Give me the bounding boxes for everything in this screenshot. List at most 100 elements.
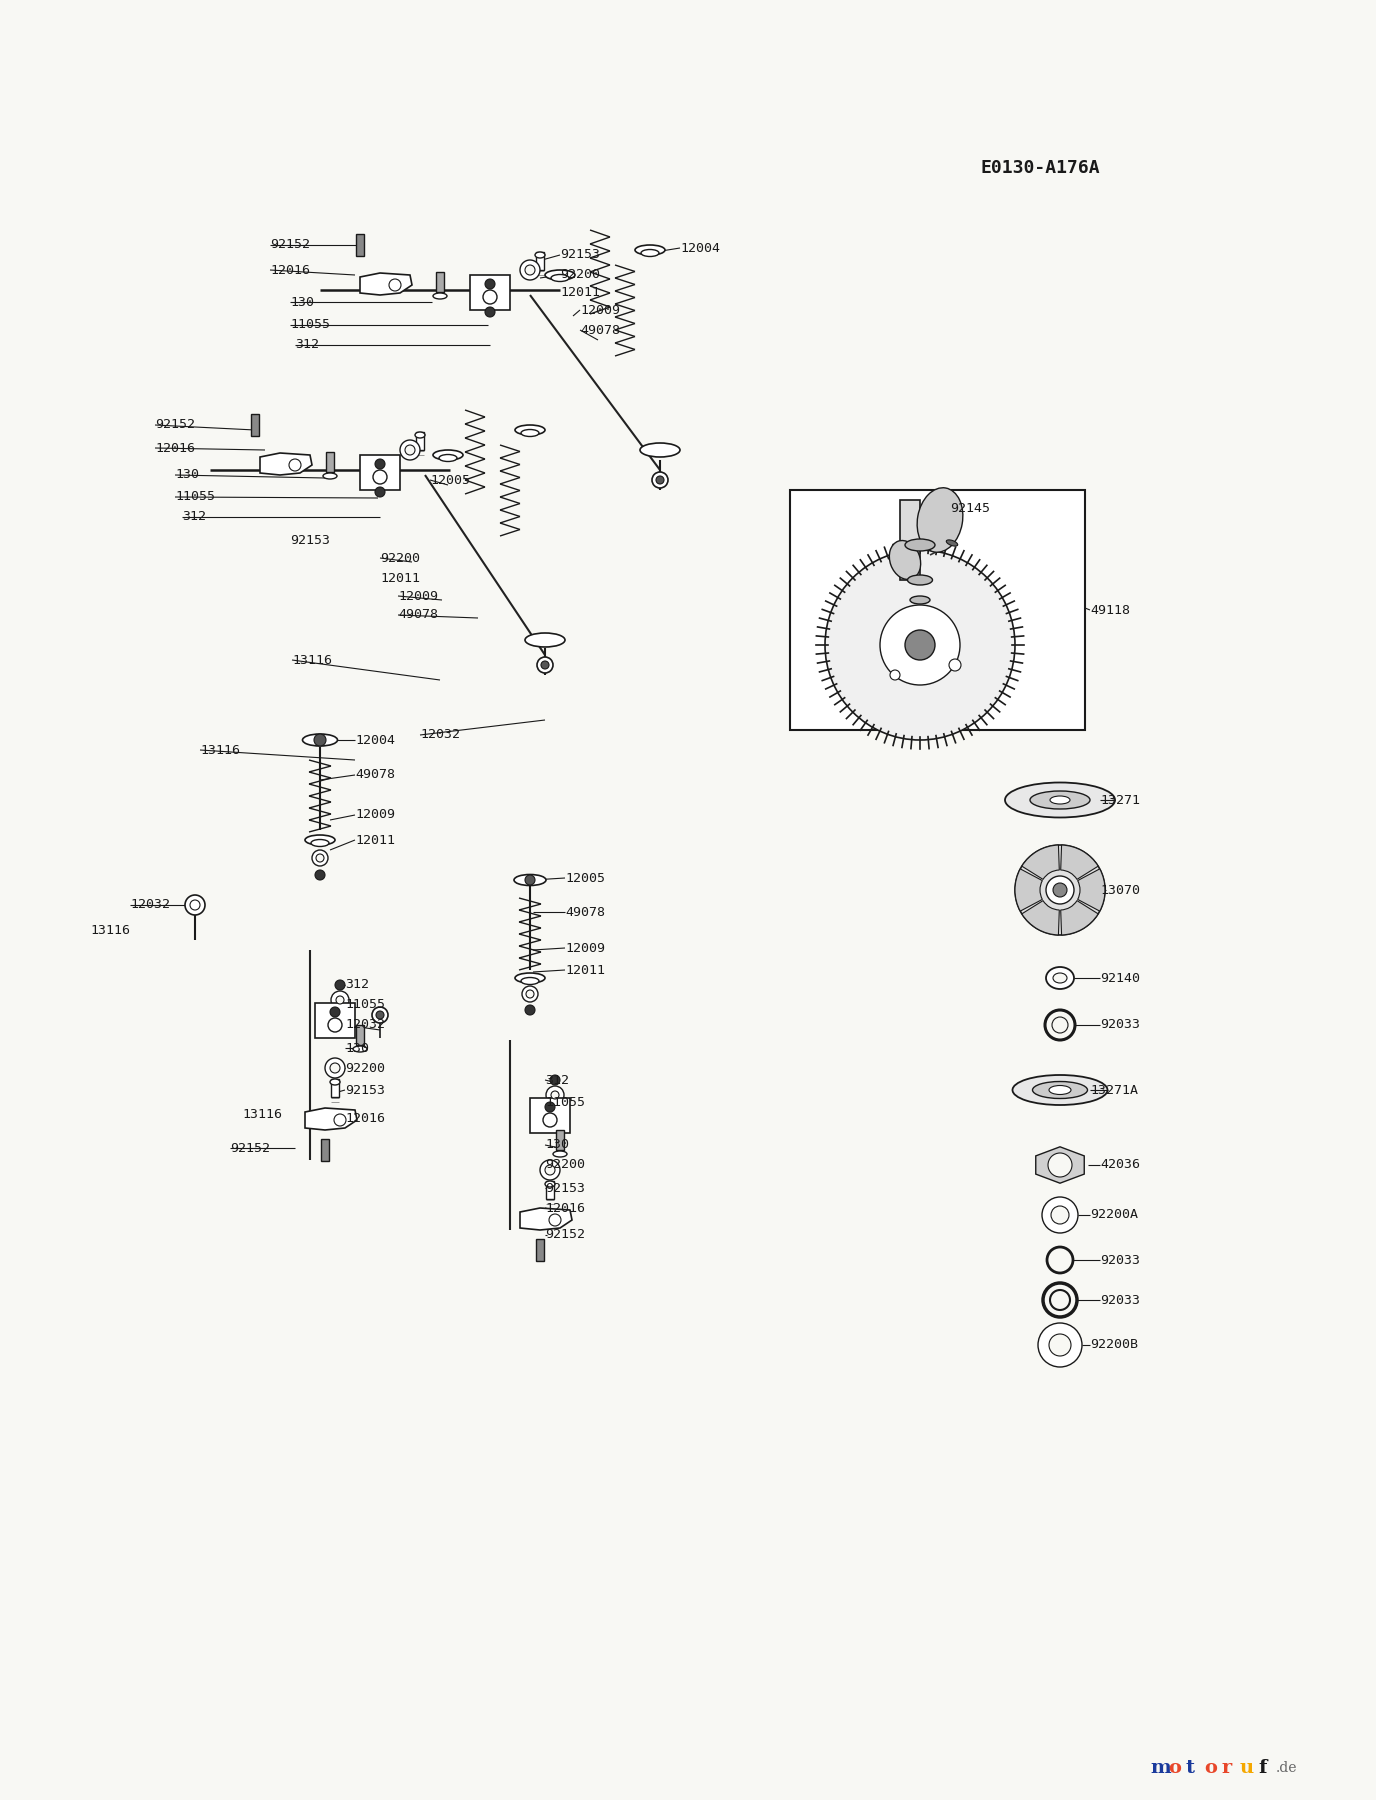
Text: o: o bbox=[1168, 1759, 1181, 1777]
Ellipse shape bbox=[433, 450, 462, 461]
Circle shape bbox=[1050, 1291, 1071, 1310]
Bar bbox=[436, 272, 444, 292]
Circle shape bbox=[1046, 877, 1075, 904]
Text: 130: 130 bbox=[290, 295, 314, 308]
Text: 49078: 49078 bbox=[355, 769, 395, 781]
Text: 12016: 12016 bbox=[270, 263, 310, 277]
Bar bbox=[326, 452, 334, 472]
Circle shape bbox=[652, 472, 667, 488]
Text: 13116: 13116 bbox=[292, 653, 332, 666]
Ellipse shape bbox=[515, 875, 546, 886]
Text: 49118: 49118 bbox=[1090, 603, 1130, 616]
Circle shape bbox=[314, 734, 326, 745]
Ellipse shape bbox=[550, 274, 570, 281]
Text: 12032: 12032 bbox=[345, 1019, 385, 1031]
Text: o: o bbox=[1204, 1759, 1216, 1777]
Ellipse shape bbox=[515, 974, 545, 983]
Circle shape bbox=[376, 488, 385, 497]
Bar bbox=[416, 432, 424, 450]
Text: 92033: 92033 bbox=[1099, 1253, 1139, 1267]
Text: 92152: 92152 bbox=[155, 419, 195, 432]
Wedge shape bbox=[1015, 869, 1043, 911]
Circle shape bbox=[405, 445, 416, 455]
Text: 92200A: 92200A bbox=[1090, 1208, 1138, 1222]
Text: 92140: 92140 bbox=[1099, 972, 1139, 985]
Ellipse shape bbox=[439, 454, 457, 461]
Text: 92033: 92033 bbox=[1099, 1019, 1139, 1031]
Ellipse shape bbox=[918, 488, 963, 553]
Ellipse shape bbox=[634, 245, 665, 256]
Circle shape bbox=[539, 1159, 560, 1181]
Ellipse shape bbox=[640, 443, 680, 457]
Circle shape bbox=[334, 979, 345, 990]
Circle shape bbox=[289, 459, 301, 472]
Circle shape bbox=[526, 265, 535, 275]
Circle shape bbox=[526, 990, 534, 997]
Circle shape bbox=[541, 661, 549, 670]
Text: E0130-A176A: E0130-A176A bbox=[980, 158, 1099, 176]
Circle shape bbox=[550, 1075, 560, 1085]
Ellipse shape bbox=[311, 839, 329, 846]
Text: 49078: 49078 bbox=[581, 324, 621, 337]
Circle shape bbox=[1015, 844, 1105, 934]
Circle shape bbox=[483, 290, 497, 304]
Wedge shape bbox=[1061, 844, 1098, 880]
Text: 92152: 92152 bbox=[230, 1141, 270, 1154]
Ellipse shape bbox=[1046, 967, 1075, 988]
Text: 92145: 92145 bbox=[949, 502, 989, 515]
Text: 130: 130 bbox=[175, 468, 200, 481]
Text: 12011: 12011 bbox=[560, 286, 600, 299]
Wedge shape bbox=[1077, 869, 1105, 911]
Text: 12011: 12011 bbox=[355, 833, 395, 846]
Circle shape bbox=[1051, 1206, 1069, 1224]
Bar bbox=[537, 1238, 544, 1262]
Text: u: u bbox=[1240, 1759, 1254, 1777]
Circle shape bbox=[1049, 1334, 1071, 1355]
Ellipse shape bbox=[354, 1046, 367, 1051]
Circle shape bbox=[316, 853, 323, 862]
Circle shape bbox=[1047, 1247, 1073, 1273]
Text: 12009: 12009 bbox=[355, 808, 395, 821]
Text: 12016: 12016 bbox=[345, 1111, 385, 1125]
Bar bbox=[356, 234, 365, 256]
Text: 312: 312 bbox=[545, 1073, 570, 1087]
Circle shape bbox=[330, 1006, 340, 1017]
Text: 92200: 92200 bbox=[560, 268, 600, 281]
Text: t: t bbox=[1186, 1759, 1194, 1777]
Ellipse shape bbox=[905, 538, 936, 551]
Text: 92200B: 92200B bbox=[1090, 1339, 1138, 1352]
Ellipse shape bbox=[889, 540, 921, 580]
Ellipse shape bbox=[545, 1181, 555, 1186]
Text: 12009: 12009 bbox=[398, 590, 438, 603]
Bar bbox=[537, 252, 544, 270]
Text: 12016: 12016 bbox=[155, 441, 195, 454]
Text: 12004: 12004 bbox=[680, 241, 720, 254]
Polygon shape bbox=[361, 274, 411, 295]
Circle shape bbox=[332, 992, 350, 1010]
Ellipse shape bbox=[416, 432, 425, 437]
Bar bbox=[790, 490, 1086, 731]
Polygon shape bbox=[1036, 1147, 1084, 1183]
Bar bbox=[546, 1181, 555, 1199]
Circle shape bbox=[376, 1012, 384, 1019]
Ellipse shape bbox=[1032, 1082, 1087, 1098]
Ellipse shape bbox=[553, 1150, 567, 1157]
Text: 312: 312 bbox=[294, 338, 319, 351]
Text: m: m bbox=[1150, 1759, 1171, 1777]
Bar bbox=[315, 1003, 355, 1037]
Text: 92200: 92200 bbox=[345, 1062, 385, 1075]
Bar bbox=[900, 500, 921, 580]
Bar bbox=[321, 1139, 329, 1161]
Circle shape bbox=[526, 875, 535, 886]
Circle shape bbox=[330, 1064, 340, 1073]
Text: 92200: 92200 bbox=[380, 551, 420, 565]
Bar bbox=[332, 1078, 338, 1096]
Ellipse shape bbox=[1053, 974, 1066, 983]
Circle shape bbox=[376, 459, 385, 470]
Circle shape bbox=[312, 850, 327, 866]
Text: 12004: 12004 bbox=[355, 734, 395, 747]
Circle shape bbox=[400, 439, 420, 461]
Circle shape bbox=[949, 659, 960, 671]
Circle shape bbox=[545, 1102, 555, 1112]
Text: 11055: 11055 bbox=[345, 999, 385, 1012]
